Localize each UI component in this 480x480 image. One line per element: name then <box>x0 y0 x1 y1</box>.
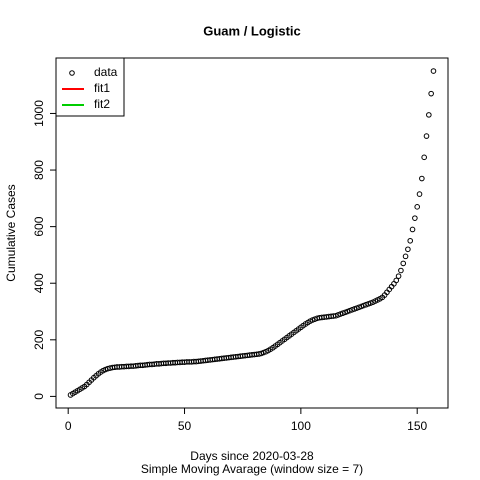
data-point <box>426 112 432 118</box>
y-axis-label: Cumulative Cases <box>4 184 18 281</box>
chart-title: Guam / Logistic <box>203 23 301 38</box>
data-point <box>398 267 404 274</box>
x-tick-label: 150 <box>407 419 427 433</box>
y-tick-label: 800 <box>32 160 46 180</box>
data-point <box>405 246 411 253</box>
data-point <box>395 273 402 279</box>
data-point <box>416 191 423 197</box>
data-point <box>430 68 437 74</box>
data-point <box>421 154 427 161</box>
data-point <box>393 277 400 284</box>
data-point <box>400 260 407 267</box>
y-tick-label: 0 <box>32 393 46 400</box>
data-point <box>428 90 434 97</box>
subtitle: Simple Moving Avarage (window size = 7) <box>141 462 363 476</box>
y-tick-label: 400 <box>32 273 46 293</box>
y-tick-label: 1000 <box>32 100 46 127</box>
x-tick-label: 0 <box>65 419 72 433</box>
legend-label: fit1 <box>94 81 110 95</box>
x-tick-label: 50 <box>178 419 192 433</box>
x-tick-label: 100 <box>291 419 311 433</box>
legend-label: fit2 <box>94 97 110 111</box>
data-point <box>412 215 418 221</box>
y-tick-label: 200 <box>32 329 46 349</box>
data-point <box>419 175 425 182</box>
legend-label: data <box>94 65 118 79</box>
data-point <box>407 237 414 244</box>
y-tick-label: 600 <box>32 216 46 236</box>
data-point <box>423 133 430 139</box>
plot-box <box>55 57 449 409</box>
x-axis-label: Days since 2020-03-28 <box>190 449 314 463</box>
data-point <box>402 253 409 260</box>
data-point <box>414 204 420 210</box>
legend-symbol <box>69 70 75 76</box>
data-point <box>409 226 416 233</box>
legend-box <box>55 57 125 117</box>
